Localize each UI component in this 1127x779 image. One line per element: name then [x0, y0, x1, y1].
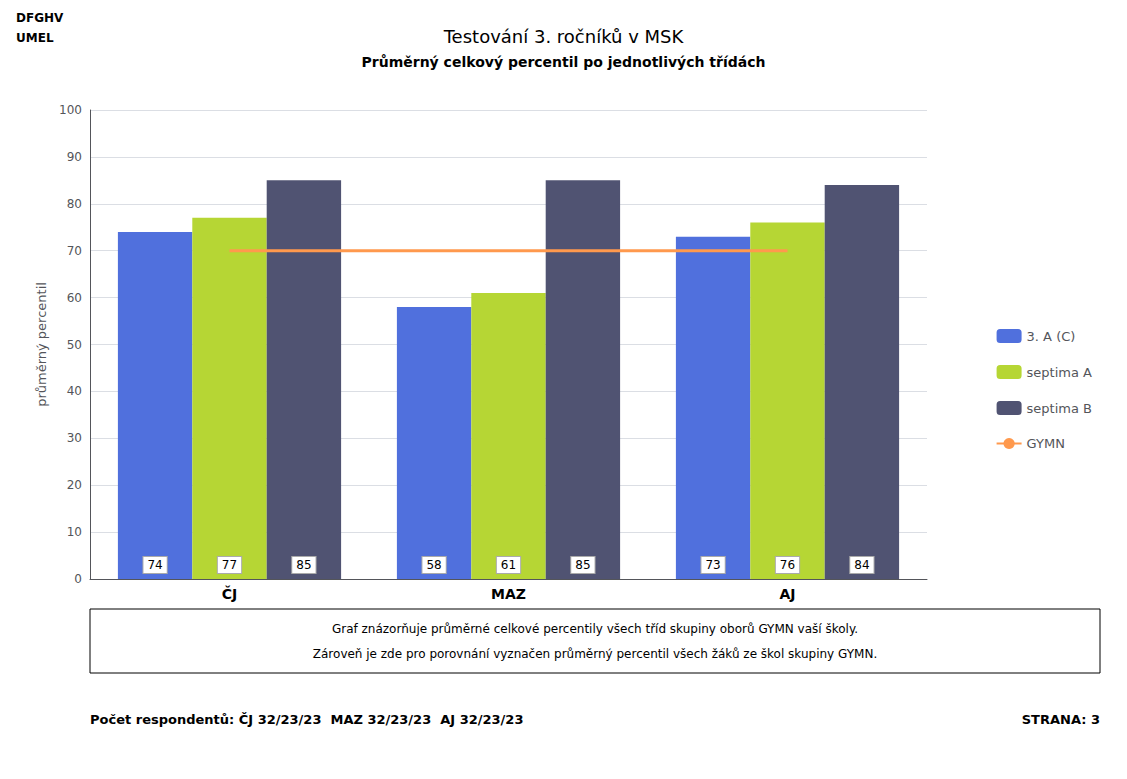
svg-text:77: 77 — [222, 558, 237, 572]
svg-text:Průměrný celkový percentil po: Průměrný celkový percentil po jednotlivý… — [362, 54, 766, 70]
svg-text:85: 85 — [296, 558, 311, 572]
svg-text:40: 40 — [67, 384, 82, 398]
svg-text:UMEL: UMEL — [16, 31, 54, 45]
svg-text:MAZ: MAZ — [491, 586, 526, 602]
svg-text:STRANA: 3: STRANA: 3 — [1022, 712, 1100, 727]
svg-text:73: 73 — [705, 558, 720, 572]
svg-text:GYMN: GYMN — [1027, 436, 1065, 451]
svg-text:Graf znázorňuje průměrné celko: Graf znázorňuje průměrné celkové percent… — [332, 622, 858, 636]
svg-text:90: 90 — [67, 150, 82, 164]
svg-text:Zároveň je zde pro porovnání v: Zároveň je zde pro porovnání vyznačen pr… — [313, 647, 877, 661]
svg-text:20: 20 — [67, 478, 82, 492]
svg-text:AJ: AJ — [779, 586, 795, 602]
svg-text:70: 70 — [67, 244, 82, 258]
svg-text:80: 80 — [67, 197, 82, 211]
svg-text:100: 100 — [59, 103, 82, 117]
svg-text:85: 85 — [575, 558, 590, 572]
svg-text:76: 76 — [780, 558, 795, 572]
svg-text:0: 0 — [74, 572, 82, 586]
svg-text:60: 60 — [67, 291, 82, 305]
svg-text:septima A: septima A — [1027, 365, 1092, 380]
svg-text:DFGHV: DFGHV — [16, 11, 64, 25]
svg-text:10: 10 — [67, 525, 82, 539]
svg-text:průměrný percentil: průměrný percentil — [34, 282, 49, 407]
svg-text:Počet respondentů: ČJ 32/23/23: Počet respondentů: ČJ 32/23/23 MAZ 32/23… — [90, 712, 523, 727]
svg-text:84: 84 — [854, 558, 869, 572]
svg-text:74: 74 — [147, 558, 162, 572]
svg-text:3. A (C): 3. A (C) — [1027, 329, 1076, 344]
svg-text:50: 50 — [67, 338, 82, 352]
svg-text:30: 30 — [67, 431, 82, 445]
svg-text:58: 58 — [426, 558, 441, 572]
svg-text:septima B: septima B — [1027, 401, 1092, 416]
svg-text:Testování 3. ročníků v MSK: Testování 3. ročníků v MSK — [443, 26, 685, 47]
svg-text:61: 61 — [501, 558, 516, 572]
svg-text:ČJ: ČJ — [222, 585, 237, 602]
